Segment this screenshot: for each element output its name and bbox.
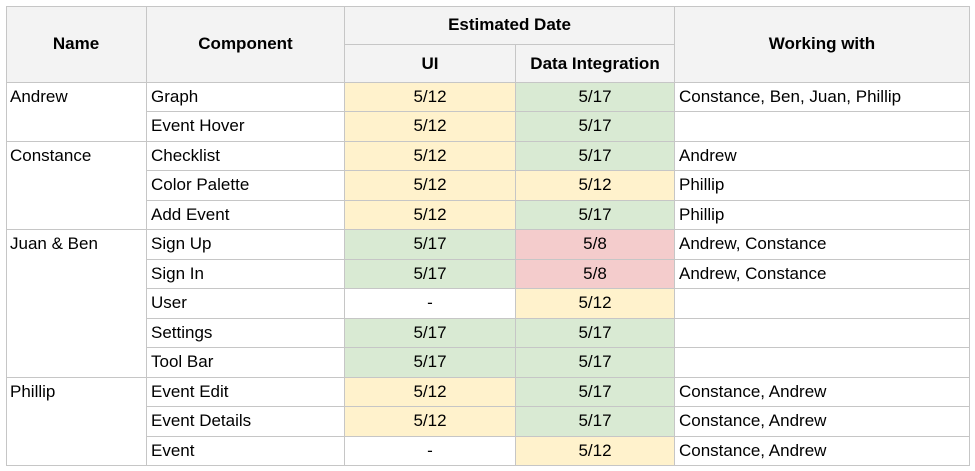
header-component[interactable]: Component xyxy=(147,6,345,83)
data-integration-date-cell[interactable]: 5/17 xyxy=(516,201,675,230)
ui-date-cell[interactable]: 5/17 xyxy=(345,348,516,378)
working-with-cell[interactable]: Phillip xyxy=(675,171,970,201)
data-integration-date-cell[interactable]: 5/17 xyxy=(516,83,675,112)
component-cell[interactable]: Add Event xyxy=(147,201,345,230)
component-cell[interactable]: Event Edit xyxy=(147,378,345,407)
name-cell[interactable]: Juan & Ben xyxy=(6,230,147,378)
schedule-table: Name Component Estimated Date UI Data In… xyxy=(6,6,970,466)
data-integration-date-cell[interactable]: 5/17 xyxy=(516,112,675,142)
component-cell[interactable]: Event Details xyxy=(147,407,345,437)
ui-date-cell[interactable]: 5/12 xyxy=(345,112,516,142)
data-integration-date-cell[interactable]: 5/12 xyxy=(516,171,675,201)
data-integration-date-cell[interactable]: 5/12 xyxy=(516,289,675,319)
header-estimated-date[interactable]: Estimated Date xyxy=(345,6,675,45)
data-integration-date-cell[interactable]: 5/17 xyxy=(516,407,675,437)
working-with-cell[interactable] xyxy=(675,289,970,319)
ui-date-cell[interactable]: 5/17 xyxy=(345,230,516,260)
working-with-cell[interactable]: Constance, Andrew xyxy=(675,378,970,407)
data-integration-date-cell[interactable]: 5/17 xyxy=(516,348,675,378)
ui-date-cell[interactable]: 5/12 xyxy=(345,142,516,171)
component-cell[interactable]: Event Hover xyxy=(147,112,345,142)
ui-date-cell[interactable]: 5/12 xyxy=(345,171,516,201)
working-with-cell[interactable]: Phillip xyxy=(675,201,970,230)
working-with-cell[interactable] xyxy=(675,112,970,142)
header-working-with[interactable]: Working with xyxy=(675,6,970,83)
component-cell[interactable]: Color Palette xyxy=(147,171,345,201)
data-integration-date-cell[interactable]: 5/8 xyxy=(516,260,675,289)
ui-date-cell[interactable]: - xyxy=(345,289,516,319)
ui-date-cell[interactable]: - xyxy=(345,437,516,466)
working-with-cell[interactable]: Constance, Andrew xyxy=(675,437,970,466)
ui-date-cell[interactable]: 5/12 xyxy=(345,407,516,437)
component-cell[interactable]: Tool Bar xyxy=(147,348,345,378)
ui-date-cell[interactable]: 5/12 xyxy=(345,83,516,112)
data-integration-date-cell[interactable]: 5/8 xyxy=(516,230,675,260)
data-integration-date-cell[interactable]: 5/17 xyxy=(516,319,675,348)
name-cell[interactable]: Phillip xyxy=(6,378,147,466)
component-cell[interactable]: Event xyxy=(147,437,345,466)
working-with-cell[interactable]: Andrew, Constance xyxy=(675,260,970,289)
working-with-cell[interactable] xyxy=(675,348,970,378)
data-integration-date-cell[interactable]: 5/12 xyxy=(516,437,675,466)
data-integration-date-cell[interactable]: 5/17 xyxy=(516,142,675,171)
ui-date-cell[interactable]: 5/17 xyxy=(345,260,516,289)
component-cell[interactable]: User xyxy=(147,289,345,319)
name-cell[interactable]: Andrew xyxy=(6,83,147,142)
working-with-cell[interactable]: Constance, Andrew xyxy=(675,407,970,437)
data-integration-date-cell[interactable]: 5/17 xyxy=(516,378,675,407)
name-cell[interactable]: Constance xyxy=(6,142,147,230)
working-with-cell[interactable]: Andrew, Constance xyxy=(675,230,970,260)
ui-date-cell[interactable]: 5/17 xyxy=(345,319,516,348)
component-cell[interactable]: Settings xyxy=(147,319,345,348)
component-cell[interactable]: Graph xyxy=(147,83,345,112)
ui-date-cell[interactable]: 5/12 xyxy=(345,378,516,407)
component-cell[interactable]: Checklist xyxy=(147,142,345,171)
header-name[interactable]: Name xyxy=(6,6,147,83)
working-with-cell[interactable]: Constance, Ben, Juan, Phillip xyxy=(675,83,970,112)
component-cell[interactable]: Sign In xyxy=(147,260,345,289)
ui-date-cell[interactable]: 5/12 xyxy=(345,201,516,230)
working-with-cell[interactable] xyxy=(675,319,970,348)
component-cell[interactable]: Sign Up xyxy=(147,230,345,260)
header-ui[interactable]: UI xyxy=(345,45,516,83)
header-data-integration[interactable]: Data Integration xyxy=(516,45,675,83)
working-with-cell[interactable]: Andrew xyxy=(675,142,970,171)
